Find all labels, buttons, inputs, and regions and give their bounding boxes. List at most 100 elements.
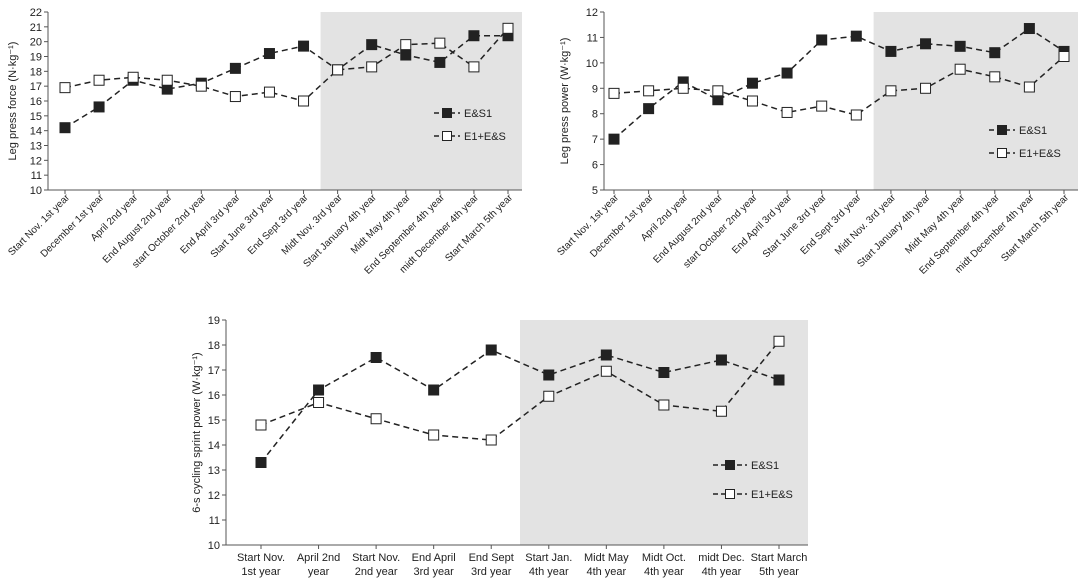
x-tick-label: Midt Nov. 3rd year — [833, 192, 898, 257]
data-point-filled — [746, 77, 758, 89]
y-tick-label: 12 — [208, 490, 220, 502]
data-point-open — [658, 399, 670, 411]
data-point-open — [677, 82, 689, 94]
x-tick-label: End Sept 3rd year — [799, 192, 864, 257]
y-tick-label: 14 — [30, 126, 42, 138]
data-point-open — [161, 74, 173, 86]
y-tick-label: 15 — [30, 111, 42, 123]
data-point-filled — [850, 30, 862, 42]
x-tick-label: Midt May 4th year — [349, 192, 413, 256]
shaded-phase-region — [520, 320, 808, 545]
legend-label: E&S1 — [751, 460, 779, 472]
y-tick-label: 9 — [592, 83, 598, 95]
data-point-open — [59, 82, 71, 94]
x-tick-label-line: year — [308, 566, 330, 578]
legend-label: E1+E&S — [751, 489, 793, 501]
legend-marker — [997, 148, 1007, 158]
data-point-open — [332, 64, 344, 76]
data-point-filled — [229, 62, 241, 74]
data-point-open — [485, 434, 497, 446]
data-point-filled — [1023, 23, 1035, 35]
x-tick-label: Start June 3rd year — [209, 192, 277, 260]
x-tick-label: Midt May 4th year — [903, 192, 967, 256]
x-tick-label-line: End April — [412, 552, 456, 564]
x-tick-label: Start Nov. 1st year — [555, 192, 621, 258]
data-point-filled — [400, 49, 412, 61]
legend-marker — [725, 460, 735, 470]
series-line-2 — [64, 27, 509, 102]
x-tick-label-line: Start Nov. — [237, 552, 285, 564]
x-tick-label-line: Midt May — [584, 552, 629, 564]
data-point-filled — [920, 38, 932, 50]
data-point-filled — [485, 344, 497, 356]
data-point-open — [468, 61, 480, 73]
data-point-filled — [954, 40, 966, 52]
x-tick-label-line: 4th year — [529, 566, 569, 578]
data-point-filled — [600, 349, 612, 361]
data-point-open — [781, 106, 793, 118]
data-point-open — [954, 63, 966, 75]
legend-marker — [442, 131, 452, 141]
x-tick-label-line: Start March — [751, 552, 808, 564]
data-point-filled — [298, 40, 310, 52]
x-tick-label: midt Dec. 4th year — [698, 552, 744, 578]
data-point-open — [195, 80, 207, 92]
data-point-filled — [428, 384, 440, 396]
y-tick-label: 17 — [208, 365, 220, 377]
x-tick-label: Midt May 4th year — [584, 552, 629, 578]
data-point-filled — [434, 56, 446, 68]
chart-3: 10 11 12 13 14 15 16 17 18 19 Start Nov. 1st year Ap… — [191, 315, 808, 578]
series-line-1 — [260, 349, 780, 463]
legend-label: E&S1 — [1019, 125, 1047, 137]
x-tick-label: Midt Oct. 4th year — [642, 552, 686, 578]
data-point-open — [885, 85, 897, 97]
data-point-filled — [781, 67, 793, 79]
data-point-open — [255, 419, 267, 431]
data-point-open — [93, 74, 105, 86]
y-tick-label: 13 — [30, 141, 42, 153]
data-point-filled — [816, 34, 828, 46]
legend-marker — [997, 125, 1007, 135]
y-tick-label: 12 — [586, 7, 598, 19]
x-tick-label-line: 3rd year — [413, 566, 454, 578]
x-tick-label: Start June 3rd year — [761, 192, 829, 260]
data-point-open — [263, 86, 275, 98]
data-point-filled — [93, 101, 105, 113]
data-point-filled — [989, 47, 1001, 59]
x-tick-label-line: Start Jan. — [525, 552, 572, 564]
data-point-open — [298, 95, 310, 107]
legend-label: E1+E&S — [464, 131, 506, 143]
series-line-1 — [613, 27, 1065, 140]
data-point-filled — [59, 122, 71, 134]
data-point-filled — [608, 133, 620, 145]
shaded-phase-region — [873, 12, 1078, 190]
y-tick-label: 18 — [208, 340, 220, 352]
data-point-open — [428, 429, 440, 441]
data-point-filled — [643, 103, 655, 115]
legend-label: E&S1 — [464, 108, 492, 120]
legend-label: E1+E&S — [1019, 148, 1061, 160]
y-tick-label: 5 — [592, 185, 598, 197]
y-tick-label: 10 — [586, 58, 598, 70]
data-point-open — [313, 397, 325, 408]
x-tick-label: End April 3rd year — [179, 192, 243, 256]
x-tick-label: Start Nov. 2nd year — [352, 552, 400, 578]
x-tick-label: Start Jan. 4th year — [525, 552, 572, 578]
y-tick-label: 16 — [208, 390, 220, 402]
x-tick-label: December 1st year — [39, 192, 107, 260]
series-line-2 — [613, 55, 1065, 116]
y-tick-label: 15 — [208, 415, 220, 427]
y-tick-label: 10 — [30, 185, 42, 197]
y-tick-label: 19 — [30, 52, 42, 64]
y-tick-label: 17 — [30, 81, 42, 93]
x-tick-label: End April 3rd year — [412, 552, 456, 578]
y-tick-label: 7 — [592, 134, 598, 146]
x-tick-label-line: 2nd year — [355, 566, 398, 578]
data-point-open — [127, 71, 139, 83]
y-tick-label: 11 — [209, 515, 220, 527]
data-point-open — [600, 365, 612, 377]
x-tick-label-line: End Sept — [469, 552, 514, 564]
x-tick-label-line: 4th year — [644, 566, 684, 578]
y-tick-label: 19 — [208, 315, 220, 327]
data-point-open — [643, 85, 655, 97]
